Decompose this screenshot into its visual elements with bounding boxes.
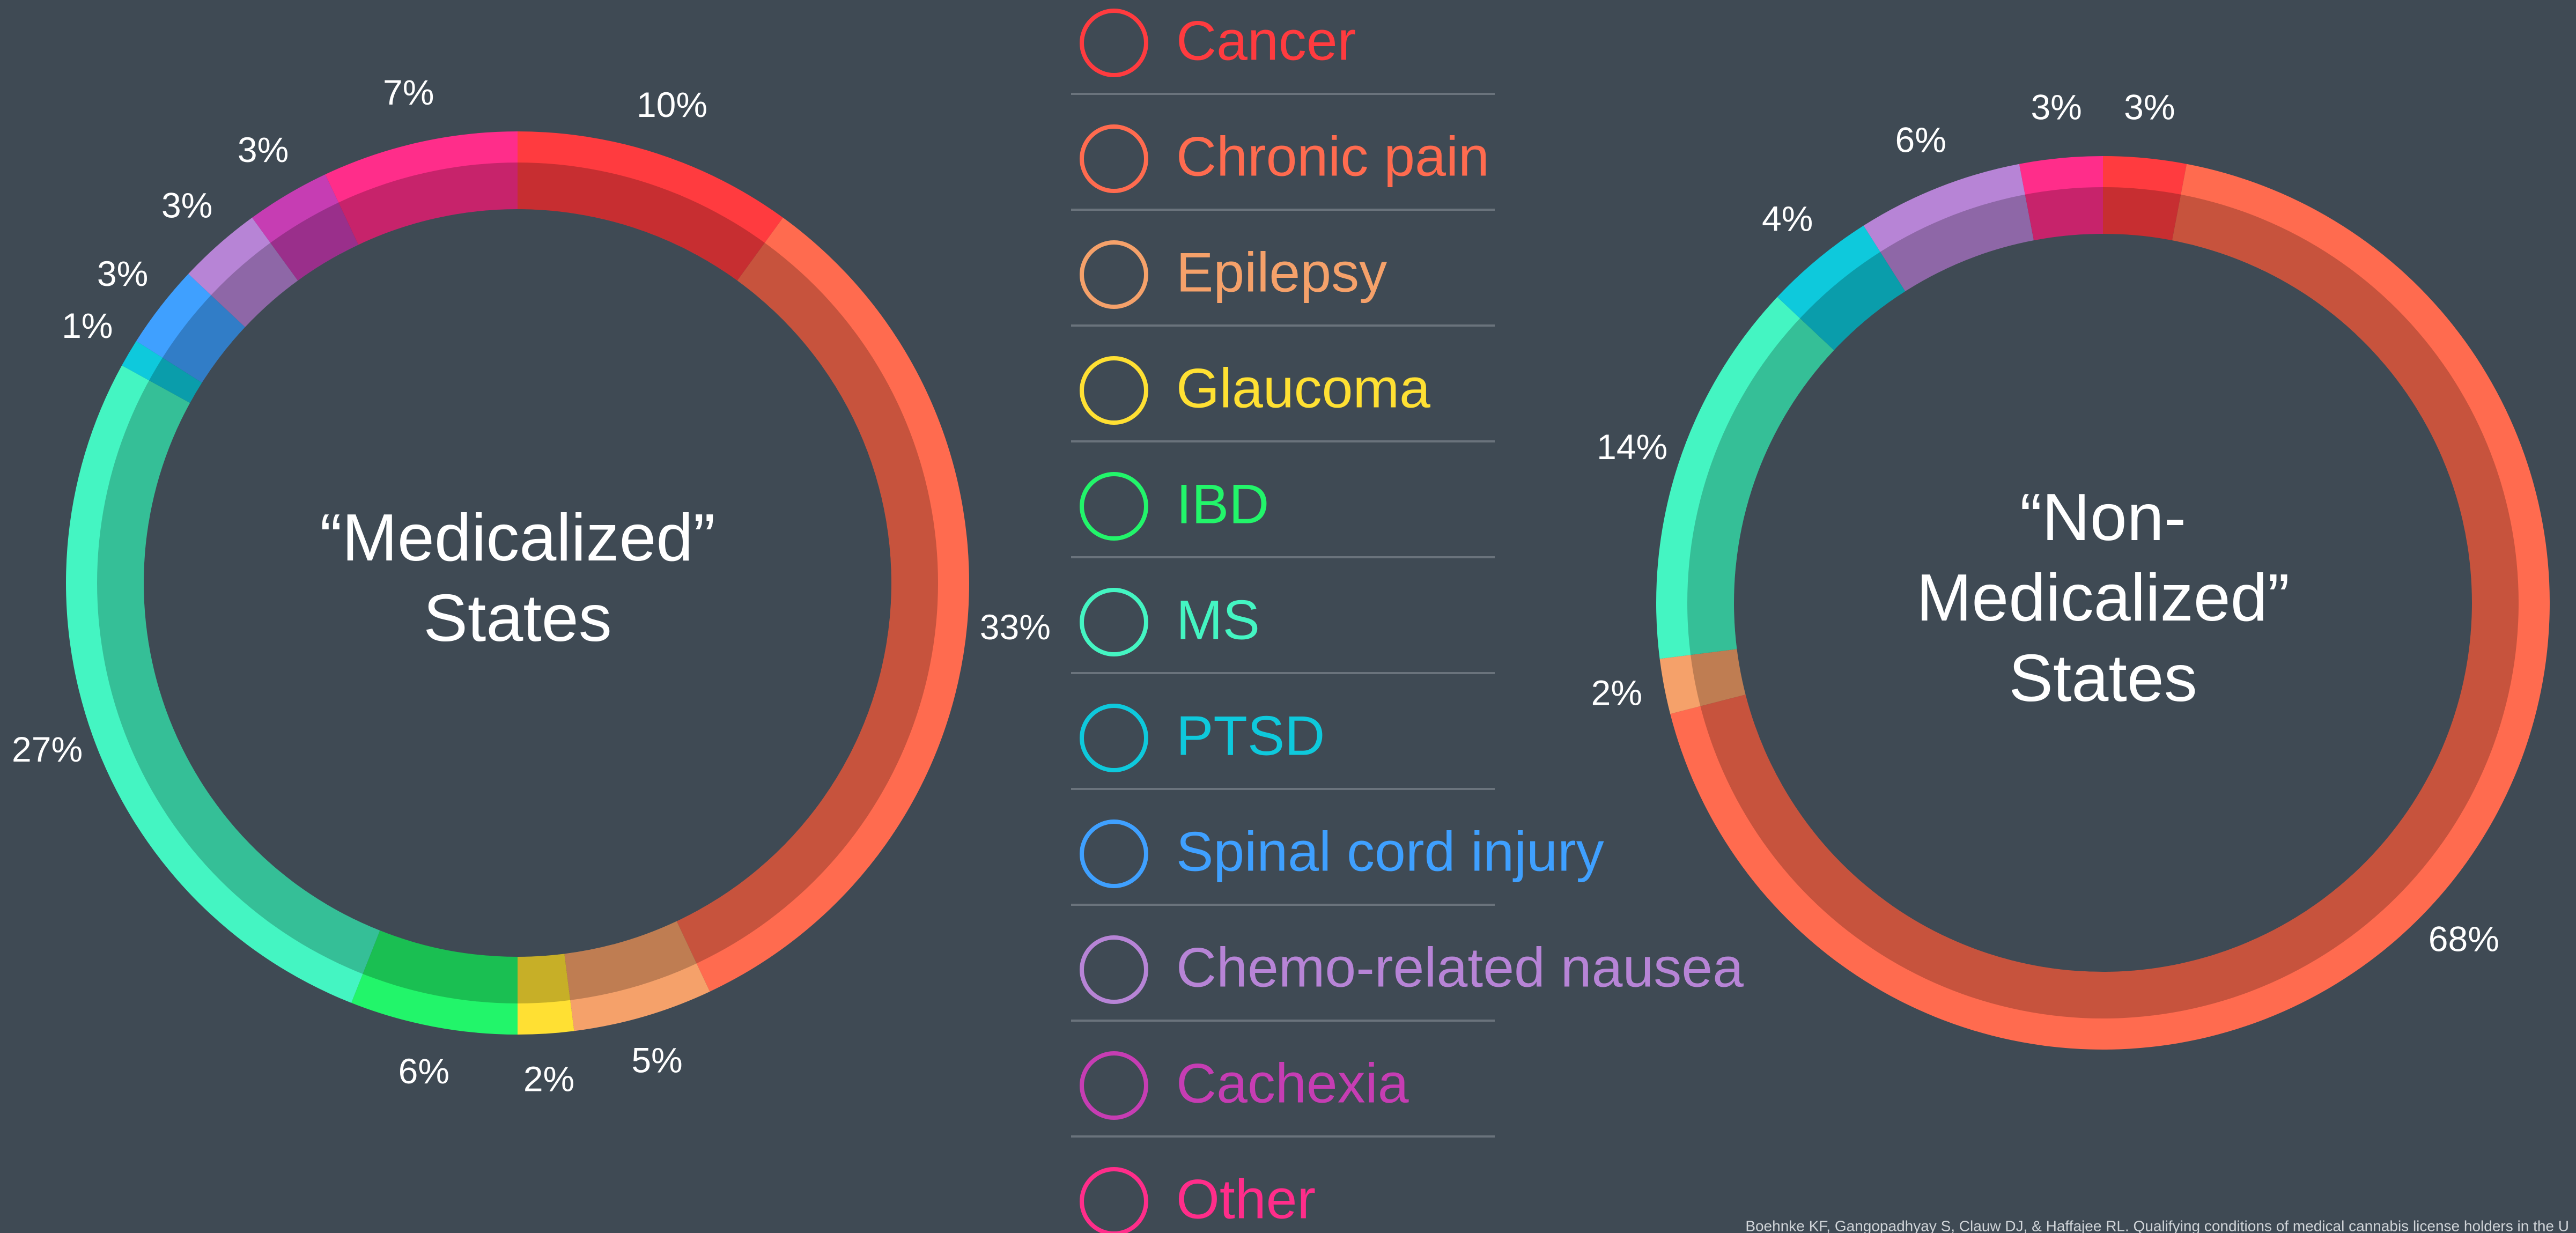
- legend-label: Other: [1176, 1168, 1316, 1230]
- legend-swatch: [1080, 240, 1148, 309]
- legend-swatch: [1080, 819, 1148, 888]
- value-label: 2%: [1591, 673, 1642, 712]
- donut-segment: [1777, 225, 1906, 351]
- value-label: 7%: [383, 72, 434, 112]
- chart-title: States: [2009, 641, 2197, 715]
- donut-segment: [122, 341, 202, 403]
- legend-label: PTSD: [1176, 705, 1325, 767]
- legend-label: MS: [1176, 589, 1260, 651]
- legend-swatch: [1080, 356, 1148, 425]
- donut-segment: [1659, 649, 1746, 714]
- donut-segment: [564, 921, 710, 1031]
- value-label: 33%: [980, 607, 1051, 647]
- donut-segment: [1656, 297, 1834, 659]
- legend-label: Spinal cord injury: [1176, 821, 1604, 883]
- value-label: 3%: [2124, 87, 2175, 127]
- source-note: Boehnke KF, Gangopadhyay S, Clauw DJ, & …: [1745, 1217, 2569, 1233]
- legend-swatch: [1080, 9, 1148, 77]
- legend-swatch: [1080, 935, 1148, 1004]
- value-label: 10%: [637, 85, 707, 124]
- donut-segment: [2019, 156, 2103, 241]
- value-label: 3%: [238, 130, 289, 169]
- donut-segment: [65, 365, 380, 1003]
- donut-segment: [252, 174, 359, 281]
- donut-segment: [1863, 164, 2034, 292]
- value-label: 3%: [97, 254, 148, 293]
- value-label: 5%: [631, 1040, 682, 1080]
- legend-swatch: [1080, 588, 1148, 656]
- donut-segment: [351, 931, 518, 1035]
- value-label: 14%: [1597, 427, 1667, 467]
- donut-segment: [188, 217, 298, 327]
- donut-segment: [518, 954, 574, 1035]
- value-label: 3%: [2031, 87, 2082, 127]
- legend-label: Chronic pain: [1176, 125, 1489, 188]
- legend-swatch: [1080, 704, 1148, 772]
- value-label: 27%: [12, 729, 83, 769]
- value-label: 6%: [398, 1051, 449, 1091]
- legend-swatch: [1080, 1167, 1148, 1233]
- donut-segment: [136, 274, 245, 383]
- legend-label: Cancer: [1176, 10, 1356, 72]
- value-label: 3%: [161, 185, 212, 225]
- donut-segment: [2103, 156, 2187, 241]
- chart-title: Medicalized”: [1916, 561, 2290, 635]
- value-label: 1%: [62, 306, 113, 345]
- legend-swatch: [1080, 124, 1148, 193]
- legend-label: Chemo-related nausea: [1176, 936, 1744, 999]
- donut-segment: [325, 131, 518, 245]
- legend-label: Cachexia: [1176, 1052, 1409, 1114]
- chart-title: “Non-: [2020, 481, 2186, 555]
- chart-title: “Medicalized”: [320, 501, 715, 575]
- value-label: 6%: [1895, 120, 1946, 159]
- value-label: 4%: [1762, 198, 1813, 238]
- legend-label: Epilepsy: [1176, 241, 1387, 304]
- value-label: 2%: [523, 1059, 574, 1099]
- chart-title: States: [423, 581, 612, 655]
- legend-swatch: [1080, 472, 1148, 541]
- value-label: 68%: [2429, 919, 2499, 958]
- legend-swatch: [1080, 1051, 1148, 1120]
- legend-label: IBD: [1176, 473, 1269, 535]
- legend-label: Glaucoma: [1176, 357, 1430, 419]
- donut-segment: [518, 131, 783, 281]
- donut-segment: [676, 217, 969, 992]
